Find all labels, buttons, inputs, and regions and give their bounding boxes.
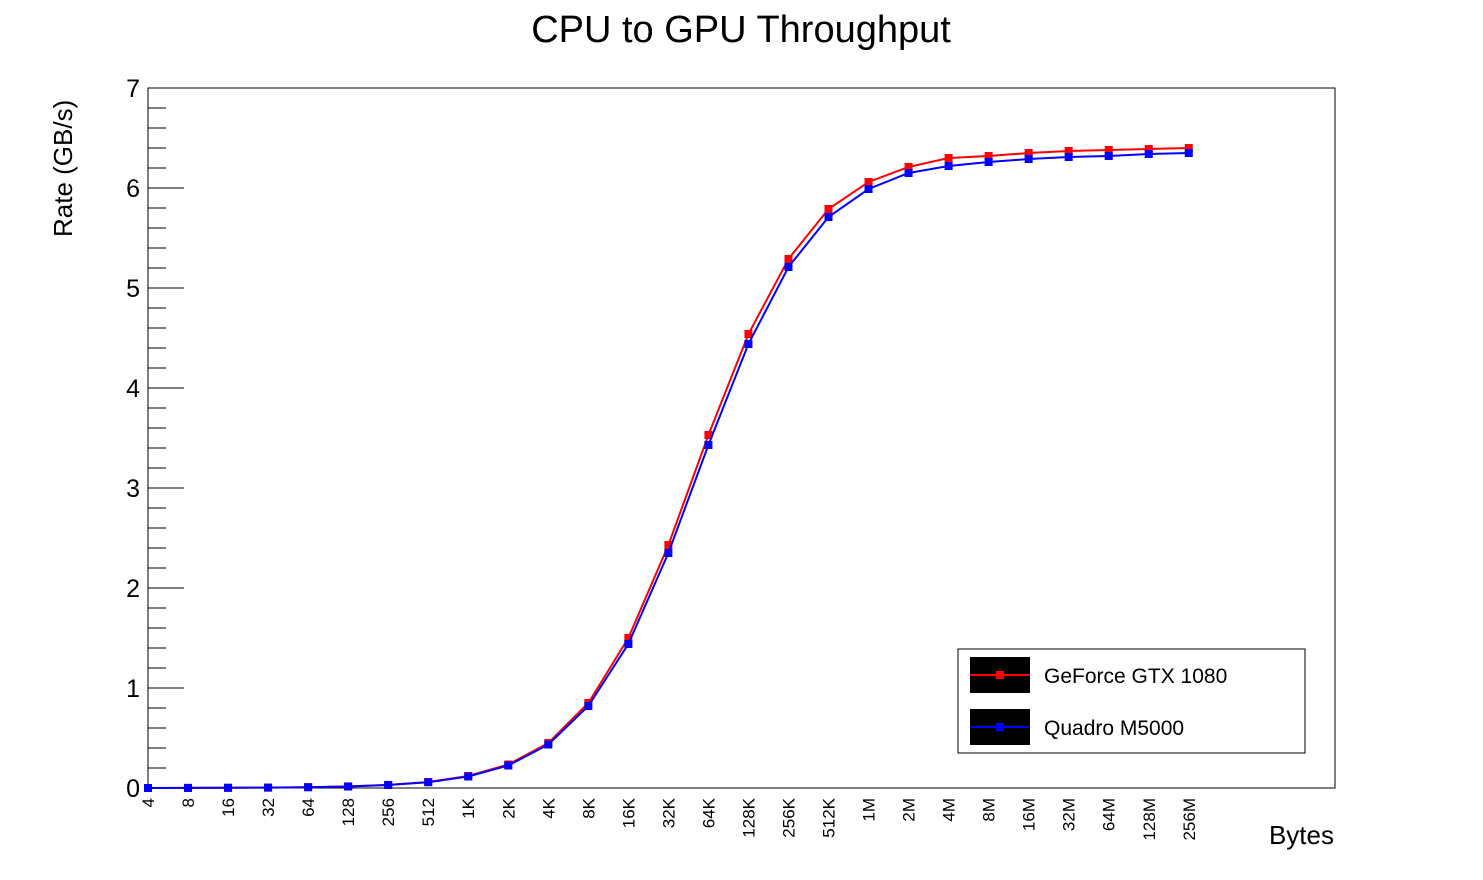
data-point	[224, 783, 233, 792]
data-point	[744, 340, 753, 348]
data-point	[424, 778, 433, 787]
x-tick-label: 4K	[539, 797, 558, 818]
x-tick-label: 16	[219, 798, 238, 817]
y-axis-label: Rate (GB/s)	[48, 100, 78, 237]
data-point	[1104, 146, 1113, 154]
data-point	[1144, 150, 1153, 158]
legend-label: Quadro M5000	[1044, 717, 1184, 740]
x-tick-label: 32M	[1060, 798, 1079, 831]
x-tick-label: 4	[139, 798, 158, 807]
x-tick-label: 4M	[940, 798, 959, 822]
data-point	[944, 154, 953, 162]
legend-entries: GeForce GTX 1080 Quadro M5000	[970, 657, 1227, 745]
x-tick-label: 8M	[980, 798, 999, 822]
plot-frame	[147, 87, 1336, 789]
legend-label: GeForce GTX 1080	[1044, 665, 1227, 688]
x-tick-label: 32K	[659, 797, 678, 828]
data-point	[904, 169, 913, 177]
data-point	[264, 783, 273, 792]
x-tick-label: 128	[339, 798, 358, 826]
y-tick-label: 1	[126, 675, 140, 703]
data-point	[144, 784, 152, 792]
data-point	[824, 205, 833, 213]
y-tick-label: 5	[126, 275, 140, 303]
legend: GeForce GTX 1080 Quadro M5000	[957, 648, 1306, 754]
data-point	[624, 634, 633, 642]
x-tick-label: 128K	[739, 797, 758, 837]
y-tick-label: 4	[126, 375, 140, 403]
y-tick-label: 2	[126, 575, 140, 603]
x-tick-label: 64M	[1100, 798, 1119, 831]
x-axis: 4 8 16 32 64 128 256 512 1K 2K 4K 8K 16K 32K 64K 128K 25…	[139, 797, 1199, 840]
data-point	[1144, 145, 1153, 153]
data-point	[704, 441, 713, 449]
data-point	[384, 781, 393, 789]
chart-title: CPU to GPU Throughput	[531, 9, 951, 51]
data-point	[664, 549, 673, 557]
data-point	[504, 761, 513, 770]
data-point	[784, 263, 793, 271]
x-tick-label: 1K	[459, 797, 478, 818]
x-tick-label: 512K	[820, 797, 839, 837]
x-tick-label: 128M	[1140, 798, 1159, 841]
x-tick-label: 32	[259, 798, 278, 817]
x-tick-label: 64K	[699, 797, 718, 828]
data-point	[1024, 155, 1033, 163]
data-point	[1184, 149, 1193, 157]
data-point	[1104, 152, 1113, 160]
data-point	[824, 213, 833, 221]
data-point	[984, 158, 993, 166]
data-point	[1064, 147, 1073, 155]
y-tick-label: 7	[126, 75, 140, 103]
legend-marker	[996, 723, 1004, 731]
data-point	[624, 640, 633, 648]
data-point	[464, 772, 473, 781]
series-quadro-m5000	[144, 149, 1193, 792]
data-point	[1184, 144, 1193, 152]
x-tick-label: 512	[419, 798, 438, 826]
data-point	[904, 163, 913, 171]
x-tick-label: 1M	[860, 798, 879, 822]
x-tick-label: 256M	[1180, 798, 1199, 841]
y-tick-label: 3	[126, 475, 140, 503]
legend-marker	[996, 671, 1004, 679]
series-layer	[144, 144, 1193, 792]
data-point	[864, 178, 873, 186]
x-axis-label: Bytes	[1269, 820, 1334, 850]
x-tick-label: 256	[379, 798, 398, 826]
x-tick-label: 8	[179, 798, 198, 807]
x-tick-label: 256K	[779, 797, 798, 837]
data-point	[304, 783, 313, 792]
data-point	[344, 782, 353, 791]
data-point	[984, 152, 993, 160]
data-point	[184, 783, 193, 792]
x-tick-label: 16K	[619, 797, 638, 828]
data-point	[1024, 149, 1033, 157]
data-point	[544, 740, 553, 749]
x-tick-label: 2M	[900, 798, 919, 822]
data-point	[864, 185, 873, 193]
x-tick-label: 16M	[1020, 798, 1039, 831]
x-tick-label: 64	[299, 798, 318, 817]
data-point	[664, 541, 673, 549]
data-point	[584, 702, 593, 710]
data-point	[1064, 153, 1073, 161]
x-tick-label: 8K	[579, 797, 598, 818]
data-point	[704, 431, 713, 439]
data-point	[744, 330, 753, 338]
data-point	[944, 162, 953, 170]
data-point	[784, 255, 793, 263]
y-tick-label: 0	[126, 775, 140, 803]
x-tick-label: 2K	[499, 797, 518, 818]
y-tick-label: 6	[126, 175, 140, 203]
